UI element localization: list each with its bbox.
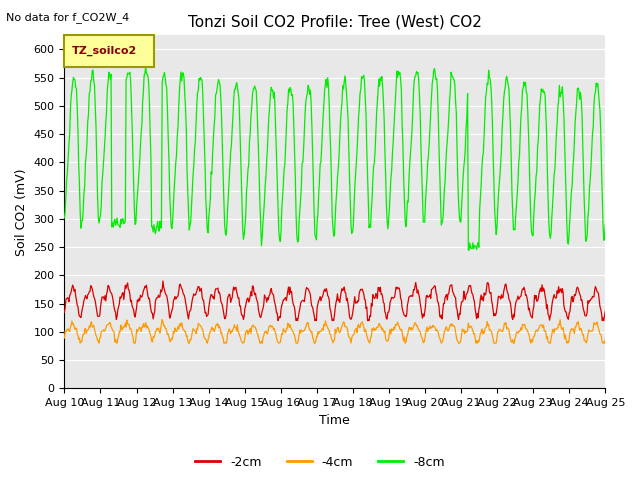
Title: Tonzi Soil CO2 Profile: Tree (West) CO2: Tonzi Soil CO2 Profile: Tree (West) CO2 [188, 15, 482, 30]
Text: TZ_soilco2: TZ_soilco2 [72, 46, 138, 56]
X-axis label: Time: Time [319, 414, 350, 427]
Y-axis label: Soil CO2 (mV): Soil CO2 (mV) [15, 168, 28, 255]
Legend: -2cm, -4cm, -8cm: -2cm, -4cm, -8cm [190, 451, 450, 474]
Text: No data for f_CO2W_4: No data for f_CO2W_4 [6, 12, 130, 23]
